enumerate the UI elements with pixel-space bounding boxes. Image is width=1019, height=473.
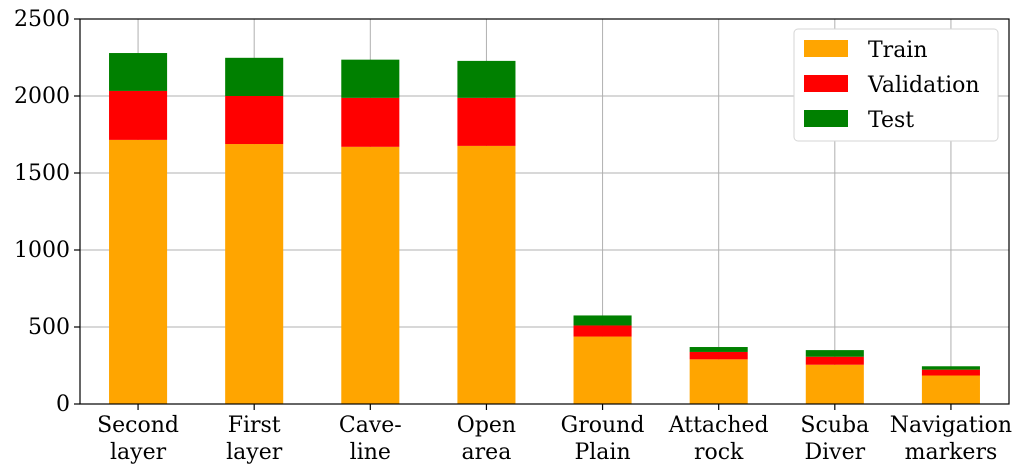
y-tick-label: 2500 [14,7,70,32]
bar-stacks [109,53,980,404]
x-tick-label: area [462,440,512,465]
y-tick-label: 500 [28,315,70,340]
bar-test-0 [109,53,168,91]
bar-train-5 [689,359,748,404]
bar-validation-6 [805,356,864,365]
legend-label-train: Train [868,38,928,63]
bar-validation-7 [921,369,980,376]
y-tick-label: 0 [56,392,70,417]
bar-test-6 [805,350,864,357]
x-tick-label: Diver [804,440,865,465]
x-tick-label: Attached [668,413,769,438]
bar-test-4 [573,315,632,326]
x-tick-label: First [228,413,281,438]
bar-validation-2 [341,97,400,147]
bar-validation-5 [689,351,748,360]
x-tick-label: Cave- [339,413,402,438]
x-tick-label: Open [457,413,516,438]
axis-ticks: 05001000150020002500SecondlayerFirstlaye… [14,7,1012,465]
x-tick-label: Second [97,413,179,438]
y-tick-label: 1000 [14,238,70,263]
bar-train-0 [109,139,168,404]
x-tick-label: Ground [561,413,645,438]
x-tick-label: line [350,440,391,465]
bar-validation-3 [457,97,516,146]
x-tick-label: layer [226,440,283,465]
bar-test-3 [457,60,516,98]
legend-swatch-validation [804,75,848,92]
legend-swatch-test [804,110,848,127]
y-tick-label: 2000 [14,84,70,109]
plot-frame [79,18,1010,405]
bar-test-1 [225,57,284,96]
x-tick-label: layer [110,440,167,465]
legend-swatch-train [804,40,848,57]
bar-train-4 [573,336,632,404]
x-tick-label: rock [694,440,744,465]
legend: Train Validation Test [793,28,999,142]
bar-test-2 [341,59,400,98]
x-tick-label: markers [905,440,998,465]
bar-train-2 [341,146,400,404]
bar-validation-0 [109,90,168,140]
bar-train-1 [225,144,284,404]
bar-test-5 [689,347,748,352]
legend-label-test: Test [868,108,914,133]
legend-label-validation: Validation [867,73,980,98]
bar-validation-1 [225,96,284,145]
x-tick-label: Plain [574,440,630,465]
bar-train-6 [805,364,864,404]
bar-test-7 [921,366,980,370]
bar-train-3 [457,145,516,404]
x-tick-label: Scuba [800,413,869,438]
bar-validation-4 [573,325,632,337]
y-tick-label: 1500 [14,161,70,186]
bar-train-7 [921,375,980,404]
x-tick-label: Navigation [890,413,1012,438]
